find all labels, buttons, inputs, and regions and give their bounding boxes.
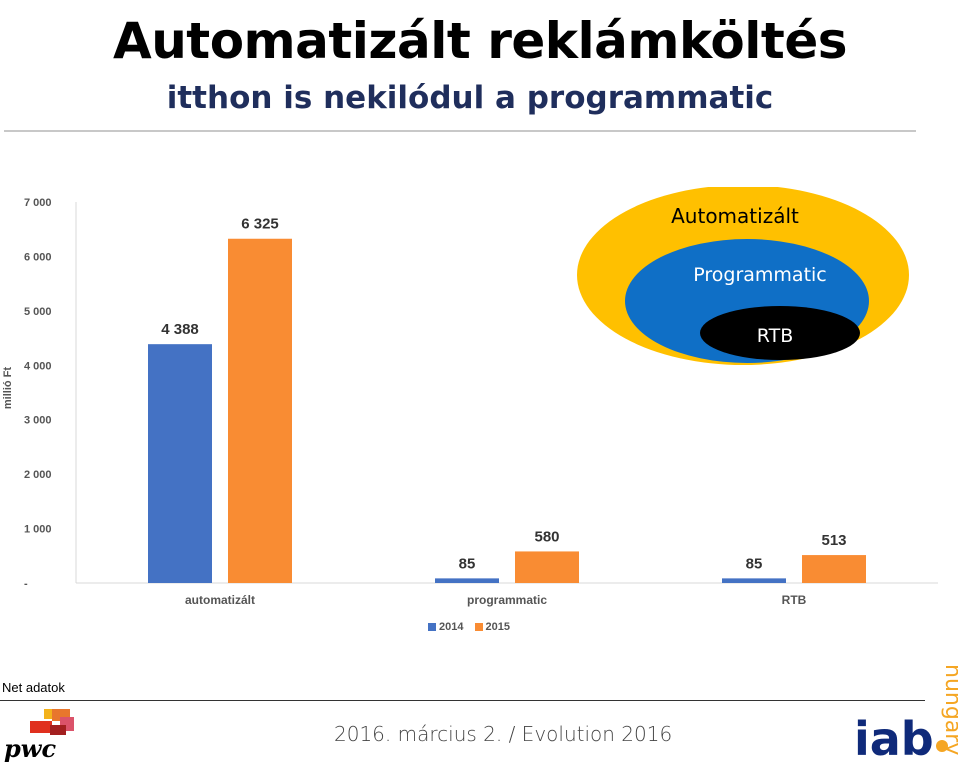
title-divider <box>4 130 916 132</box>
page-title: Automatizált reklámköltés <box>113 12 847 70</box>
pwc-logo-block-1 <box>44 709 56 719</box>
y-tick-label: 4 000 <box>24 360 52 372</box>
bar-2015-1 <box>515 551 579 583</box>
bar-value-label: 85 <box>746 555 763 572</box>
bar-2014-2 <box>722 578 786 583</box>
label-rtb: RTB <box>757 325 793 347</box>
x-tick-label: programmatic <box>467 593 547 607</box>
footer-divider <box>0 700 925 701</box>
y-tick-label: 5 000 <box>24 306 52 318</box>
legend-item-2014: 2014 <box>428 621 463 633</box>
y-tick-label: 3 000 <box>24 415 52 427</box>
bar-2015-2 <box>802 555 866 583</box>
bars-group: 4 388 6 325 85 580 85 513 <box>148 216 866 583</box>
ellipse-rtb <box>700 306 860 360</box>
footer-event-text: 2016. március 2. / Evolution 2016 <box>334 722 673 746</box>
bar-value-label: 4 388 <box>161 321 199 338</box>
y-tick-label: - <box>24 578 28 590</box>
legend-item-2015: 2015 <box>474 621 511 633</box>
y-axis-title-wrap: millió Ft <box>0 362 16 422</box>
pwc-logo-block-4 <box>30 721 52 733</box>
y-tick-label: 2 000 <box>24 469 52 481</box>
nested-ellipses-diagram: Automatizált Programmatic RTB <box>577 187 909 365</box>
bar-value-label: 85 <box>459 555 476 572</box>
y-tick-label: 1 000 <box>24 524 52 536</box>
iab-hungary-logo: iab hungary <box>854 664 958 760</box>
legend-label-2014: 2014 <box>439 621 464 633</box>
x-tick-label: RTB <box>782 593 807 607</box>
label-automatizalt: Automatizált <box>671 204 799 228</box>
bar-value-label: 6 325 <box>241 216 279 233</box>
legend-label-2015: 2015 <box>485 621 511 633</box>
legend-swatch-2014 <box>428 623 436 632</box>
iab-logo-text: iab <box>854 712 934 760</box>
pwc-logo: pwc <box>4 709 74 763</box>
x-tick-label: automatizált <box>185 593 255 607</box>
bar-value-label: 580 <box>534 528 559 545</box>
page-subtitle: itthon is nekilódul a programmatic <box>166 80 774 116</box>
y-tick-label: 6 000 <box>24 251 52 263</box>
legend-swatch-2015 <box>474 623 483 632</box>
bar-2015-0 <box>228 238 292 583</box>
iab-logo-side-text: hungary <box>940 664 958 755</box>
bar-2014-0 <box>148 344 212 583</box>
chart-legend: 2014 2015 <box>428 621 518 633</box>
data-note: Net adatok <box>2 680 65 695</box>
bar-chart: - 1 000 2 000 3 000 4 000 5 000 6 000 7 000 4 3… <box>24 197 938 607</box>
pwc-logo-text: pwc <box>4 734 56 763</box>
y-axis-title: millió Ft <box>2 366 14 410</box>
bar-2014-1 <box>435 578 499 583</box>
bar-value-label: 513 <box>821 532 846 549</box>
pwc-logo-block-5 <box>50 725 66 735</box>
x-axis-labels: automatizált programmatic RTB <box>185 593 807 607</box>
y-tick-label: 7 000 <box>24 197 52 209</box>
iab-logo-dot <box>936 740 948 752</box>
label-programmatic: Programmatic <box>693 264 827 286</box>
y-axis: - 1 000 2 000 3 000 4 000 5 000 6 000 7 000 <box>24 197 938 590</box>
